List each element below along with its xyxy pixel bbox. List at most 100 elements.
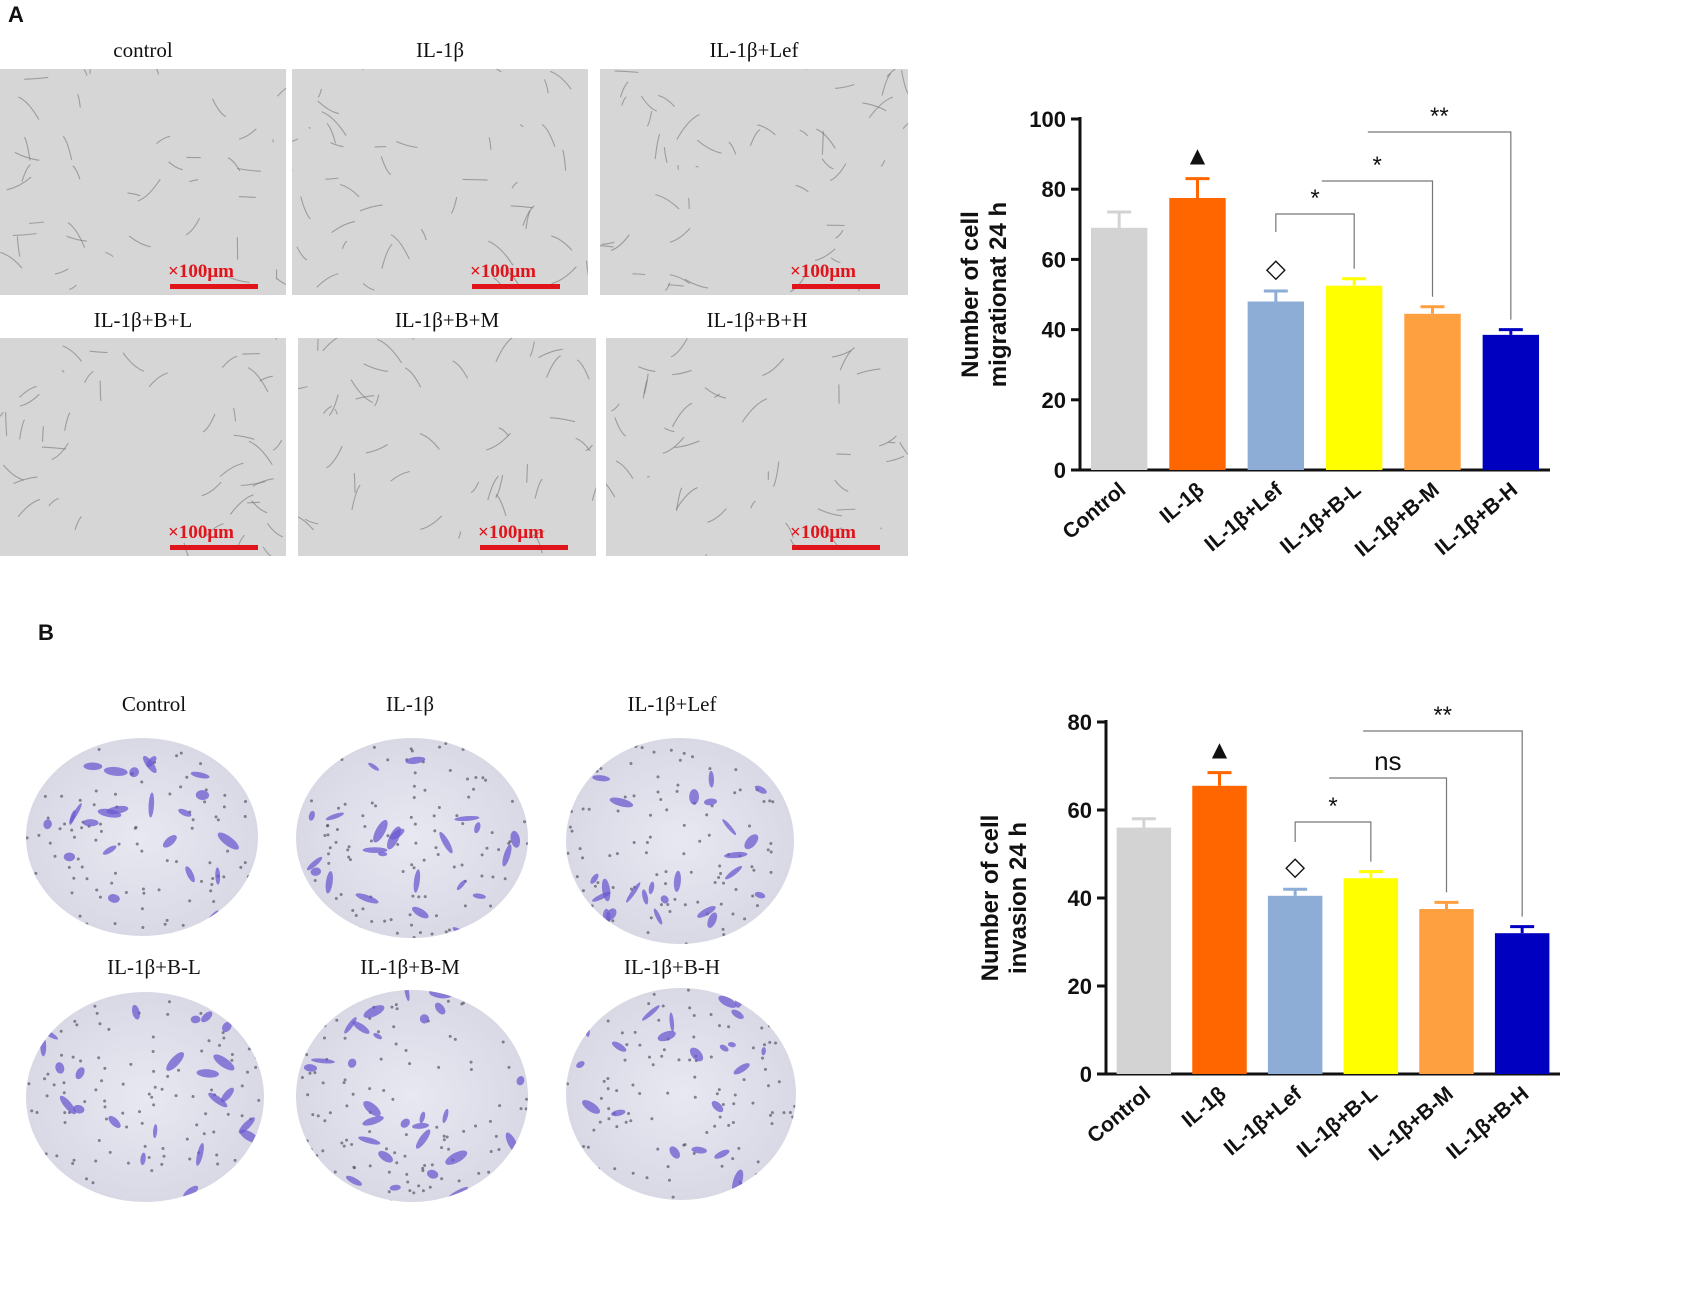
pore-dot — [222, 805, 226, 809]
pore-dot — [297, 913, 301, 917]
pore-dot — [74, 743, 78, 747]
pore-dot — [461, 1001, 465, 1005]
x-tick-label: Control — [1083, 1082, 1155, 1148]
cell-fibre — [412, 338, 415, 340]
bar — [1169, 197, 1226, 470]
cell-fibre — [773, 461, 780, 487]
stained-cell — [669, 1146, 681, 1159]
pore-dot — [147, 1092, 151, 1096]
pore-dot — [413, 771, 417, 775]
pore-dot — [727, 1025, 731, 1029]
stained-cell — [707, 912, 718, 928]
pore-dot — [328, 1111, 332, 1115]
y-tick-label: 40 — [1042, 318, 1066, 343]
stained-cell — [214, 994, 232, 1008]
pore-dot — [410, 863, 414, 867]
pore-dot — [645, 840, 649, 844]
cell-fibre — [21, 164, 31, 182]
pore-dot — [770, 1111, 774, 1115]
cell-fibre — [640, 95, 657, 112]
pore-dot — [751, 1101, 755, 1105]
transwell-il1b-bl — [26, 992, 264, 1202]
cell-fibre — [585, 444, 593, 452]
pore-dot — [717, 1024, 721, 1028]
cell-fibre — [328, 394, 339, 416]
pore-dot — [640, 746, 644, 750]
pore-dot — [452, 865, 456, 869]
pore-dot — [45, 768, 49, 772]
pore-dot — [39, 1019, 43, 1023]
pore-dot — [584, 761, 588, 765]
pore-dot — [26, 836, 29, 840]
pore-dot — [649, 916, 653, 920]
pore-dot — [103, 1105, 107, 1109]
pore-dot — [343, 1078, 347, 1082]
pore-dot — [423, 1164, 427, 1168]
pore-dot — [248, 1025, 252, 1029]
x-tick-label: IL-1β — [1178, 1082, 1231, 1132]
pore-dot — [33, 994, 37, 998]
cell-fibre — [670, 338, 688, 358]
pore-dot — [212, 1130, 216, 1134]
pore-dot — [682, 751, 686, 755]
pore-dot — [304, 1177, 308, 1181]
stained-cell — [40, 1177, 49, 1184]
cell-fibre — [341, 240, 348, 250]
stained-cell — [754, 785, 767, 794]
stained-cell — [306, 856, 323, 871]
stained-cell — [166, 1052, 185, 1071]
transwell-il1b — [296, 738, 528, 938]
pore-dot — [181, 923, 185, 927]
pore-dot — [587, 807, 591, 811]
pore-dot — [446, 999, 450, 1003]
pore-dot — [241, 738, 245, 740]
pore-dot — [752, 868, 756, 872]
pore-dot — [240, 1114, 244, 1118]
pore-dot — [596, 881, 600, 885]
pore-dot — [581, 807, 585, 811]
cell-fibre — [676, 487, 683, 512]
pore-dot — [174, 1094, 178, 1098]
pore-dot — [768, 799, 772, 803]
pore-dot — [243, 861, 247, 865]
stained-cell — [412, 906, 429, 919]
pore-dot — [570, 810, 574, 814]
cell-fibre — [51, 442, 69, 461]
bar — [1494, 933, 1550, 1074]
pore-dot — [370, 920, 374, 924]
pore-dot — [471, 990, 475, 993]
stain-texture — [26, 994, 264, 1202]
cell-fibre — [835, 229, 844, 239]
cell-fibre — [705, 554, 707, 556]
pore-dot — [387, 1170, 391, 1174]
pore-dot — [633, 1030, 637, 1034]
stained-cell — [162, 834, 177, 848]
pore-dot — [525, 842, 528, 846]
pore-dot — [577, 1151, 581, 1155]
pore-dot — [667, 1178, 671, 1182]
transwell-il1b-bm — [296, 990, 528, 1202]
pore-dot — [767, 1084, 771, 1088]
pore-dot — [713, 881, 717, 885]
pore-dot — [204, 788, 208, 792]
y-axis-label-line: Number of cell — [957, 211, 984, 378]
pore-dot — [166, 1012, 170, 1016]
pore-dot — [586, 1145, 590, 1149]
cell-fibre — [522, 205, 535, 226]
pore-dot — [54, 766, 58, 770]
pore-dot — [210, 1088, 214, 1092]
pore-dot — [94, 838, 98, 842]
stained-cell — [575, 902, 590, 912]
pore-dot — [218, 752, 222, 756]
cell-fibre — [363, 363, 388, 372]
cell-fibre — [654, 133, 661, 160]
pore-dot — [686, 988, 690, 992]
pore-dot — [160, 1162, 164, 1166]
pore-dot — [440, 1146, 444, 1150]
pore-dot — [345, 1104, 349, 1108]
pore-dot — [204, 1112, 208, 1116]
pore-dot — [755, 904, 759, 908]
stained-cell — [725, 865, 743, 880]
stained-cell — [129, 767, 140, 778]
cell-fibre — [83, 69, 88, 76]
